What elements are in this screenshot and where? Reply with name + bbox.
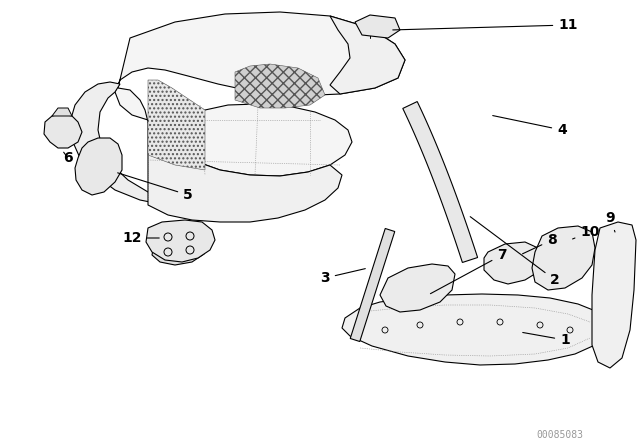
Text: 6: 6 (63, 151, 73, 165)
Polygon shape (146, 220, 215, 262)
Polygon shape (355, 15, 400, 38)
Polygon shape (70, 82, 190, 205)
Polygon shape (484, 242, 542, 284)
Polygon shape (403, 102, 477, 263)
Polygon shape (380, 264, 455, 312)
Polygon shape (330, 16, 405, 94)
Polygon shape (115, 12, 405, 176)
Text: 2: 2 (470, 217, 560, 287)
Text: 11: 11 (393, 18, 578, 32)
Polygon shape (342, 294, 608, 365)
Text: 7: 7 (431, 248, 507, 294)
Text: 00085083: 00085083 (536, 430, 584, 440)
Polygon shape (592, 222, 636, 368)
Polygon shape (148, 80, 205, 170)
Text: 4: 4 (493, 116, 567, 137)
Text: 5: 5 (118, 173, 193, 202)
Polygon shape (350, 228, 395, 341)
Text: 9: 9 (605, 211, 615, 232)
Text: 1: 1 (523, 332, 570, 347)
Text: 10: 10 (573, 225, 600, 239)
Polygon shape (44, 114, 82, 148)
Text: 12: 12 (122, 231, 159, 245)
Polygon shape (532, 226, 595, 290)
Text: 8: 8 (522, 233, 557, 254)
Polygon shape (235, 64, 325, 108)
Polygon shape (152, 232, 208, 265)
Polygon shape (148, 122, 342, 222)
Polygon shape (75, 138, 122, 195)
Polygon shape (52, 108, 72, 116)
Text: 3: 3 (320, 269, 365, 285)
